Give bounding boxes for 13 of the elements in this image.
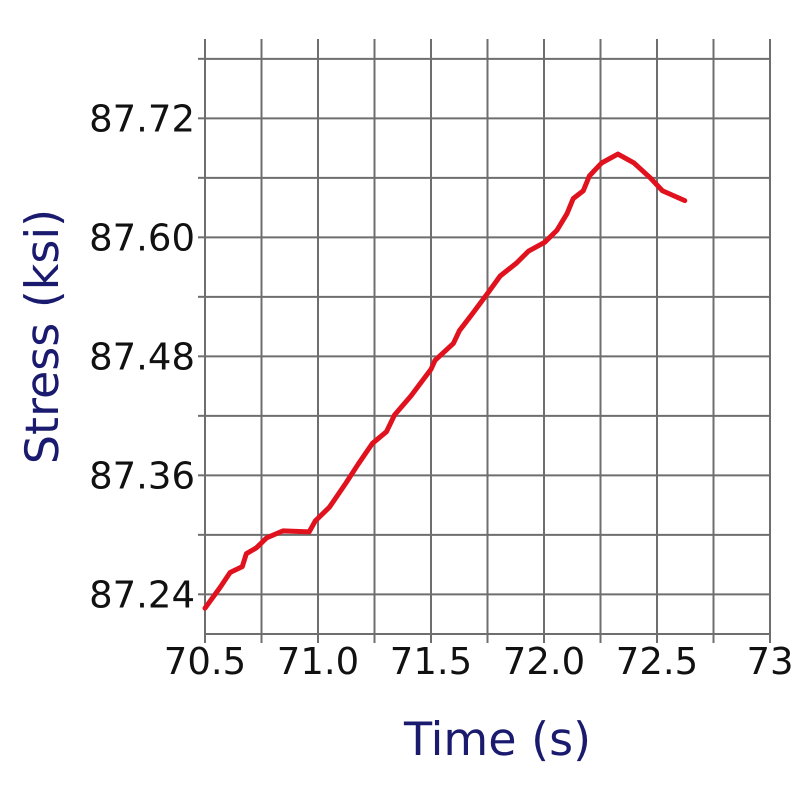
y-tick-label: 87.36 (89, 454, 195, 498)
y-tick-label: 87.24 (89, 574, 195, 617)
x-axis-title: Time (s) (402, 712, 592, 766)
x-tick-label: 70.5 (164, 640, 246, 683)
y-tick-label: 87.72 (89, 98, 195, 141)
x-tick-label: 72.5 (616, 640, 698, 683)
y-axis-title: Stress (ksi) (15, 208, 69, 464)
x-tick-label: 72.0 (502, 640, 586, 683)
x-tick-label: 73 (746, 640, 794, 683)
x-tick-label: 71.5 (390, 640, 472, 683)
y-tick-label: 87.60 (89, 216, 195, 260)
x-tick-label: 71.0 (276, 640, 360, 683)
y-tick-label: 87.48 (89, 336, 195, 379)
